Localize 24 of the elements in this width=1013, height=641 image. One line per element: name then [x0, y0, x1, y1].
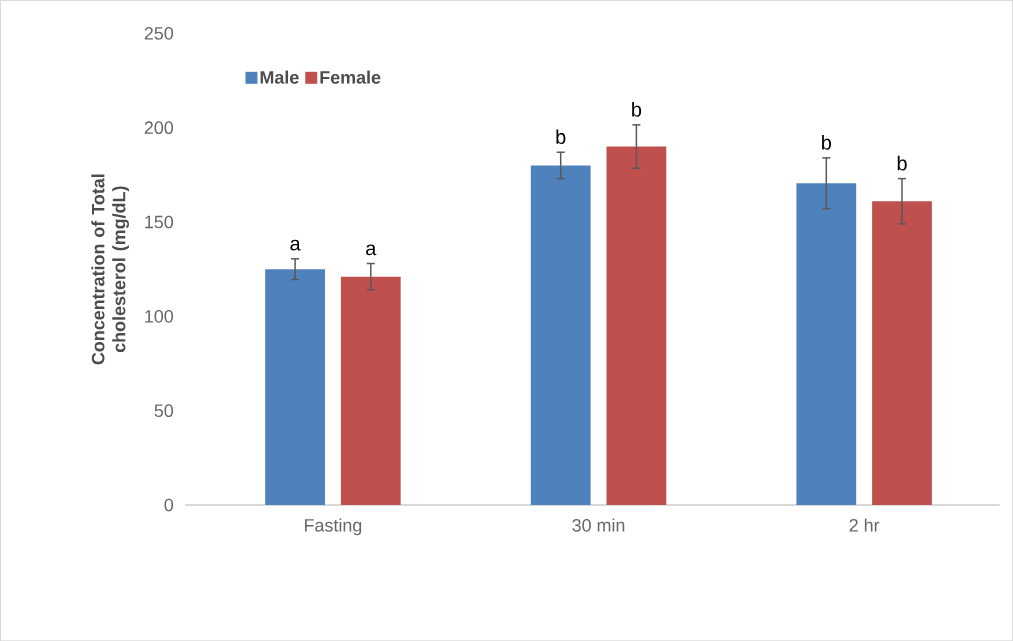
y-tick-label: 150 — [145, 215, 174, 229]
y-axis-title: Concentration of Total cholesterol (mg/dL) — [91, 174, 130, 365]
bar — [872, 201, 932, 505]
bar — [265, 269, 325, 505]
annotation: b — [556, 129, 566, 144]
x-tick-label: Fasting — [305, 518, 362, 536]
y-tick-label: 50 — [154, 404, 174, 417]
annotation: b — [897, 155, 907, 171]
bar — [340, 276, 401, 505]
bar — [606, 146, 667, 505]
legend-label: Female — [320, 70, 381, 84]
bar — [796, 183, 857, 505]
y-tick-label: 0 — [164, 498, 174, 512]
x-tick-label: 30 min — [572, 518, 625, 532]
bar — [530, 165, 591, 505]
legend-label: Male — [260, 70, 299, 84]
annotation: b — [632, 101, 642, 117]
annotation: a — [366, 244, 377, 256]
y-tick-label: 100 — [145, 309, 174, 323]
y-tick-label: 250 — [144, 26, 174, 40]
annotation: a — [290, 239, 301, 251]
annotation: b — [822, 134, 832, 150]
x-tick-label: 2 hr — [849, 518, 880, 532]
y-tick-label: 200 — [144, 121, 174, 134]
